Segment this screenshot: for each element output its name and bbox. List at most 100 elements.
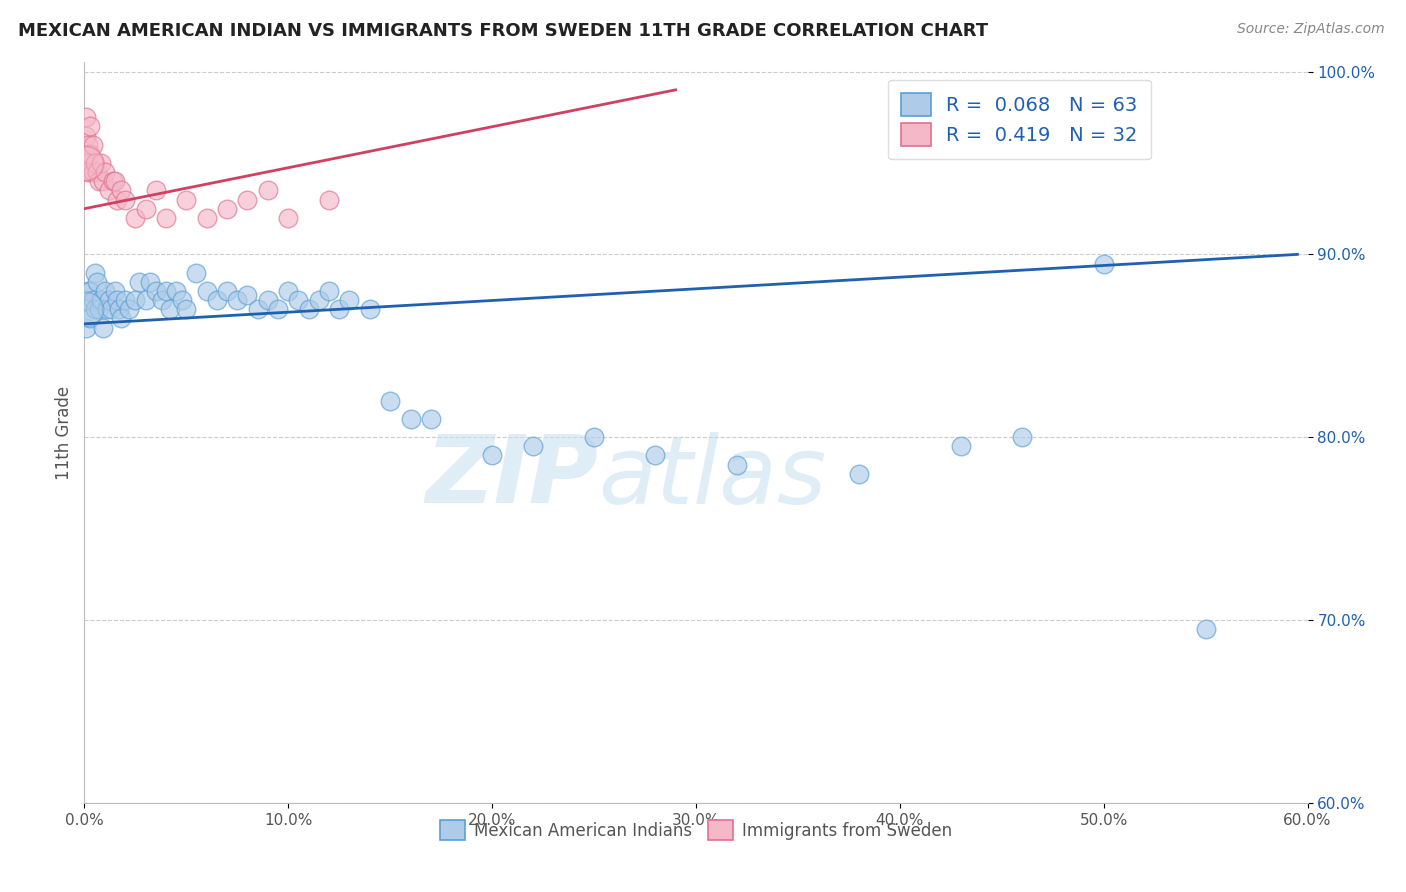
Point xyxy=(135,293,157,307)
Point xyxy=(124,293,146,307)
Legend: Mexican American Indians, Immigrants from Sweden: Mexican American Indians, Immigrants fro… xyxy=(433,814,959,847)
Point xyxy=(118,302,141,317)
Point xyxy=(97,183,120,197)
Point xyxy=(217,202,239,216)
Point xyxy=(1011,430,1033,444)
Point xyxy=(644,449,666,463)
Point xyxy=(172,293,194,307)
Point xyxy=(110,183,132,197)
Point xyxy=(583,430,606,444)
Point xyxy=(114,293,136,307)
Point xyxy=(110,311,132,326)
Point xyxy=(79,284,101,298)
Point xyxy=(105,193,128,207)
Point xyxy=(339,293,361,307)
Point xyxy=(174,193,197,207)
Point xyxy=(100,302,122,317)
Point xyxy=(165,284,187,298)
Point xyxy=(257,183,280,197)
Point xyxy=(75,128,97,143)
Point xyxy=(75,320,97,334)
Point xyxy=(105,293,128,307)
Point xyxy=(420,412,443,426)
Point xyxy=(104,284,127,298)
Point xyxy=(195,284,218,298)
Point xyxy=(725,458,748,472)
Point xyxy=(75,156,97,170)
Point xyxy=(114,193,136,207)
Point xyxy=(83,302,105,317)
Point xyxy=(150,293,173,307)
Point xyxy=(246,302,269,317)
Point xyxy=(205,293,228,307)
Point xyxy=(380,393,402,408)
Point xyxy=(195,211,218,225)
Point xyxy=(90,293,112,307)
Point xyxy=(128,275,150,289)
Point xyxy=(287,293,309,307)
Point xyxy=(79,120,101,134)
Point xyxy=(155,211,177,225)
Point xyxy=(267,302,290,317)
Point xyxy=(77,137,100,152)
Point xyxy=(87,174,110,188)
Point xyxy=(226,293,249,307)
Point xyxy=(174,302,197,317)
Point xyxy=(82,293,104,307)
Point xyxy=(359,302,381,317)
Point xyxy=(159,302,181,317)
Point xyxy=(93,165,115,179)
Point xyxy=(186,266,208,280)
Text: atlas: atlas xyxy=(598,432,827,523)
Point xyxy=(145,183,167,197)
Point xyxy=(96,302,118,317)
Point xyxy=(138,275,160,289)
Point xyxy=(82,137,104,152)
Point xyxy=(101,174,124,188)
Point xyxy=(481,449,503,463)
Point xyxy=(86,275,108,289)
Point xyxy=(91,320,114,334)
Point xyxy=(97,293,120,307)
Point xyxy=(328,302,350,317)
Point xyxy=(155,284,177,298)
Point xyxy=(145,284,167,298)
Point xyxy=(86,165,108,179)
Point xyxy=(1195,622,1218,636)
Point xyxy=(104,174,127,188)
Point xyxy=(108,302,131,317)
Point xyxy=(79,146,101,161)
Point xyxy=(79,311,101,326)
Point xyxy=(77,165,100,179)
Point xyxy=(83,266,105,280)
Point xyxy=(236,287,259,301)
Point xyxy=(217,284,239,298)
Point xyxy=(848,467,870,481)
Point xyxy=(135,202,157,216)
Point xyxy=(91,174,114,188)
Point xyxy=(277,211,299,225)
Point xyxy=(90,156,112,170)
Point xyxy=(82,165,104,179)
Point xyxy=(318,193,340,207)
Point xyxy=(75,156,97,170)
Text: Source: ZipAtlas.com: Source: ZipAtlas.com xyxy=(1237,22,1385,37)
Point xyxy=(950,439,973,453)
Point xyxy=(277,284,299,298)
Point xyxy=(318,284,340,298)
Text: MEXICAN AMERICAN INDIAN VS IMMIGRANTS FROM SWEDEN 11TH GRADE CORRELATION CHART: MEXICAN AMERICAN INDIAN VS IMMIGRANTS FR… xyxy=(18,22,988,40)
Point xyxy=(236,193,259,207)
Point xyxy=(87,302,110,317)
Point xyxy=(77,284,100,298)
Point xyxy=(257,293,280,307)
Point xyxy=(308,293,330,307)
Point xyxy=(399,412,422,426)
Point xyxy=(93,284,115,298)
Point xyxy=(75,302,97,317)
Point xyxy=(522,439,544,453)
Point xyxy=(75,293,97,307)
Point xyxy=(83,156,105,170)
Point xyxy=(298,302,321,317)
Text: ZIP: ZIP xyxy=(425,431,598,523)
Y-axis label: 11th Grade: 11th Grade xyxy=(55,385,73,480)
